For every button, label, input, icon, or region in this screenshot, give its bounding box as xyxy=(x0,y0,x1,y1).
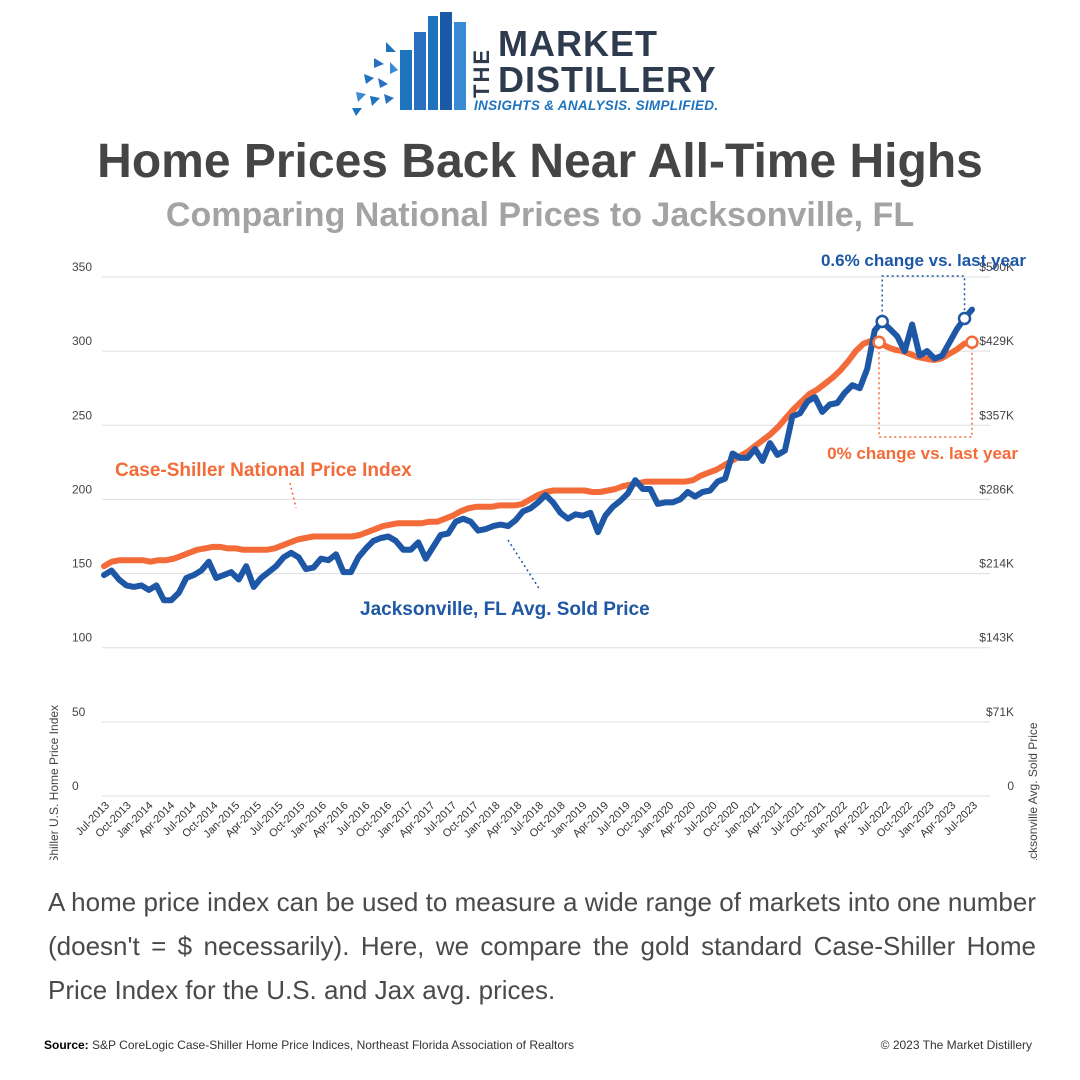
highlight-point xyxy=(875,314,889,329)
y-tick-right: $214K xyxy=(979,557,1014,571)
y-tick-right: $286K xyxy=(979,482,1014,496)
highlight-point xyxy=(957,311,972,326)
y-tick-right: $357K xyxy=(979,408,1014,422)
brand-the-label: THE xyxy=(472,48,494,98)
legend-label-case-shiller: Case-Shiller National Price Index xyxy=(115,460,412,481)
source-label: Source: xyxy=(44,1038,89,1052)
legend-label-jacksonville: Jacksonville, FL Avg. Sold Price xyxy=(360,599,650,620)
series-line-jacksonville xyxy=(101,306,975,604)
y-tick-left: 50 xyxy=(72,705,86,719)
y-tick-right: $429K xyxy=(979,334,1014,348)
y-tick-left: 200 xyxy=(72,482,92,496)
annotation-bracket-jacksonville xyxy=(881,275,966,322)
annotation-case-shiller: 0% change vs. last year xyxy=(827,444,1018,463)
y-axis-left-label: Case Shiller U.S. Home Price Index xyxy=(47,705,61,860)
series-line-case-shiller xyxy=(101,337,975,570)
annotation-brackets xyxy=(289,275,973,591)
y-tick-left: 300 xyxy=(72,334,92,348)
description-paragraph: A home price index can be used to measur… xyxy=(48,887,1036,1005)
legend-leader-case-shiller xyxy=(289,482,297,509)
y-tick-right: $500K xyxy=(979,260,1014,274)
y-axis-left: 0 50 100 150 200 250 300 350 xyxy=(72,260,92,793)
highlight-markers xyxy=(872,311,979,349)
annotation-jacksonville: 0.6% change vs. last year xyxy=(821,251,1026,270)
y-tick-left: 250 xyxy=(72,408,92,422)
y-tick-right: 0 xyxy=(1007,779,1014,793)
y-tick-right: $71K xyxy=(986,705,1014,719)
source-note: Source: S&P CoreLogic Case-Shiller Home … xyxy=(44,1038,574,1052)
page-title: Home Prices Back Near All-Time Highs xyxy=(97,135,983,188)
brand-tagline: INSIGHTS & ANALYSIS. SIMPLIFIED. xyxy=(474,98,719,113)
price-chart: 0 50 100 150 200 250 300 350 0 $71K $143K $214K $28… xyxy=(47,251,1040,860)
brand-the-text: THE xyxy=(472,48,494,98)
y-axis-right-label: Jacksonville Avg. Sold Price xyxy=(1026,722,1040,860)
highlight-point xyxy=(965,335,979,349)
y-tick-left: 0 xyxy=(72,779,79,793)
logo-building-icon xyxy=(352,12,466,116)
chart-gridlines xyxy=(102,276,990,797)
brand-logo: THE MARKET DISTILLERY INSIGHTS & ANALYSI… xyxy=(350,12,740,120)
page-subtitle: Comparing National Prices to Jacksonvill… xyxy=(165,196,915,234)
copyright-note: © 2023 The Market Distillery xyxy=(880,1038,1032,1052)
y-axis-right: 0 $71K $143K $214K $286K $357K $429K $500K xyxy=(979,260,1014,793)
brand-line-1: MARKET xyxy=(498,23,658,64)
annotation-bracket-case-shiller xyxy=(878,342,973,438)
y-tick-left: 100 xyxy=(72,631,92,645)
y-tick-right: $143K xyxy=(979,631,1014,645)
highlight-point xyxy=(872,335,886,349)
y-tick-left: 150 xyxy=(72,557,92,571)
brand-line-2: DISTILLERY xyxy=(498,59,717,100)
legend-leader-jacksonville xyxy=(507,539,541,591)
x-axis: Jul-2013Oct-2013Jan-2014Apr-2014Jul-2014… xyxy=(74,800,980,841)
source-text: S&P CoreLogic Case-Shiller Home Price In… xyxy=(88,1038,575,1052)
y-tick-left: 350 xyxy=(72,260,92,274)
